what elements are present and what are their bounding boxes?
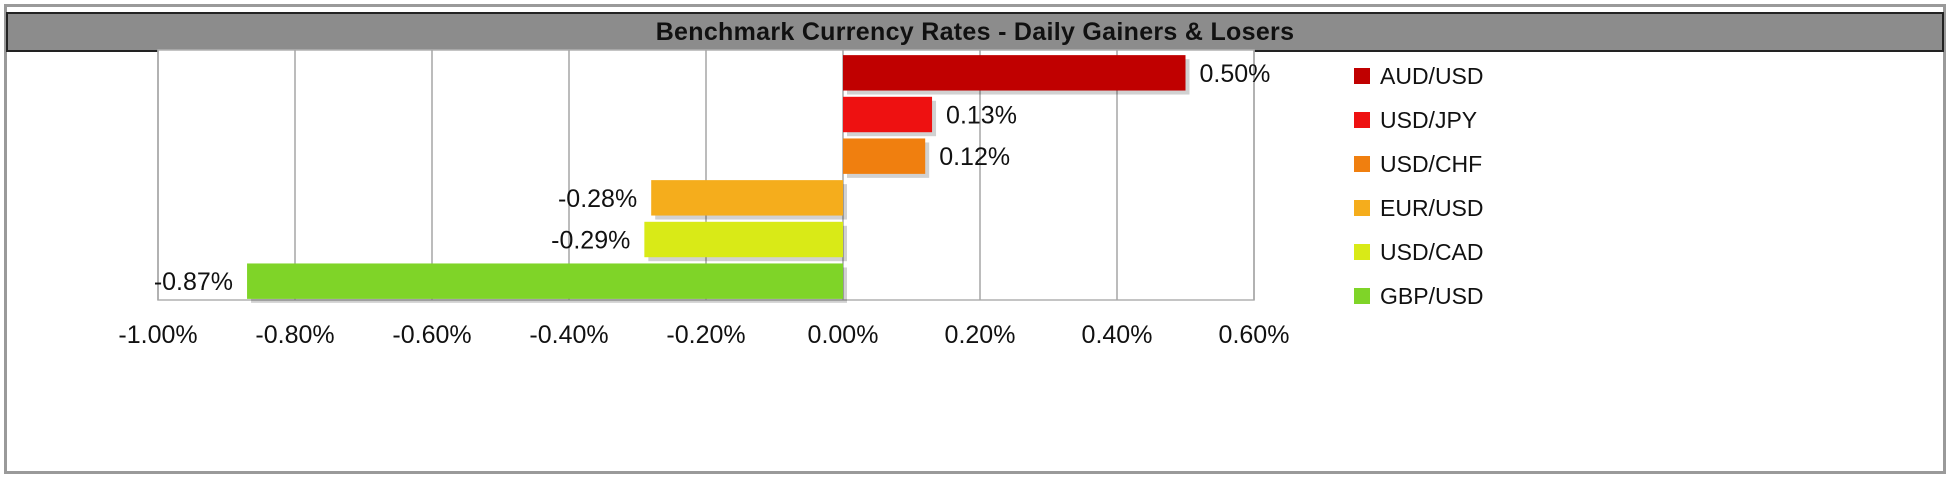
bar — [644, 221, 843, 258]
x-tick-label: -1.00% — [118, 321, 197, 349]
bar — [843, 138, 926, 174]
data-label: -0.87% — [154, 268, 233, 296]
x-tick-label: 0.60% — [1219, 321, 1290, 349]
data-label: 0.12% — [939, 143, 1010, 171]
bar — [843, 55, 1186, 91]
legend: AUD/USD USD/JPY USD/CHF EUR/USD USD/CAD GBP/U… — [1354, 63, 1484, 309]
x-tick-label: 0.00% — [808, 321, 879, 349]
legend-label: GBP/USD — [1380, 283, 1484, 309]
legend-swatch — [1354, 200, 1370, 216]
x-tick-label: -0.40% — [529, 321, 608, 349]
legend-label: USD/JPY — [1380, 107, 1477, 133]
legend-label: EUR/USD — [1380, 195, 1484, 221]
legend-swatch — [1354, 156, 1370, 172]
grid-lines — [157, 50, 1255, 300]
legend-swatch — [1354, 244, 1370, 260]
x-tick-label: -0.80% — [255, 321, 334, 349]
data-label: -0.28% — [558, 185, 637, 213]
x-tick-label: 0.20% — [945, 321, 1016, 349]
data-labels: 0.50% 0.13% 0.12% -0.28% -0.29% -0.87% — [154, 60, 1271, 296]
x-tick-label: -0.20% — [666, 321, 745, 349]
data-label: -0.29% — [551, 227, 630, 255]
legend-swatch — [1354, 288, 1370, 304]
chart-title-bar: Benchmark Currency Rates - Daily Gainers… — [6, 12, 1944, 52]
x-axis-ticks: -1.00% -0.80% -0.60% -0.40% -0.20% 0.00% 0.20%… — [118, 321, 1289, 349]
bars — [247, 55, 1190, 303]
bar — [247, 263, 844, 299]
chart-title: Benchmark Currency Rates - Daily Gainers… — [655, 17, 1295, 46]
legend-label: USD/CHF — [1380, 151, 1482, 177]
legend-swatch — [1354, 112, 1370, 128]
legend-label: USD/CAD — [1380, 239, 1484, 265]
bar — [651, 180, 843, 216]
data-label: 0.13% — [946, 102, 1017, 130]
legend-swatch — [1354, 68, 1370, 84]
bar — [843, 96, 933, 133]
x-tick-label: -0.60% — [392, 321, 471, 349]
legend-label: AUD/USD — [1380, 63, 1484, 89]
data-label: 0.50% — [1200, 60, 1271, 88]
x-tick-label: 0.40% — [1082, 321, 1153, 349]
